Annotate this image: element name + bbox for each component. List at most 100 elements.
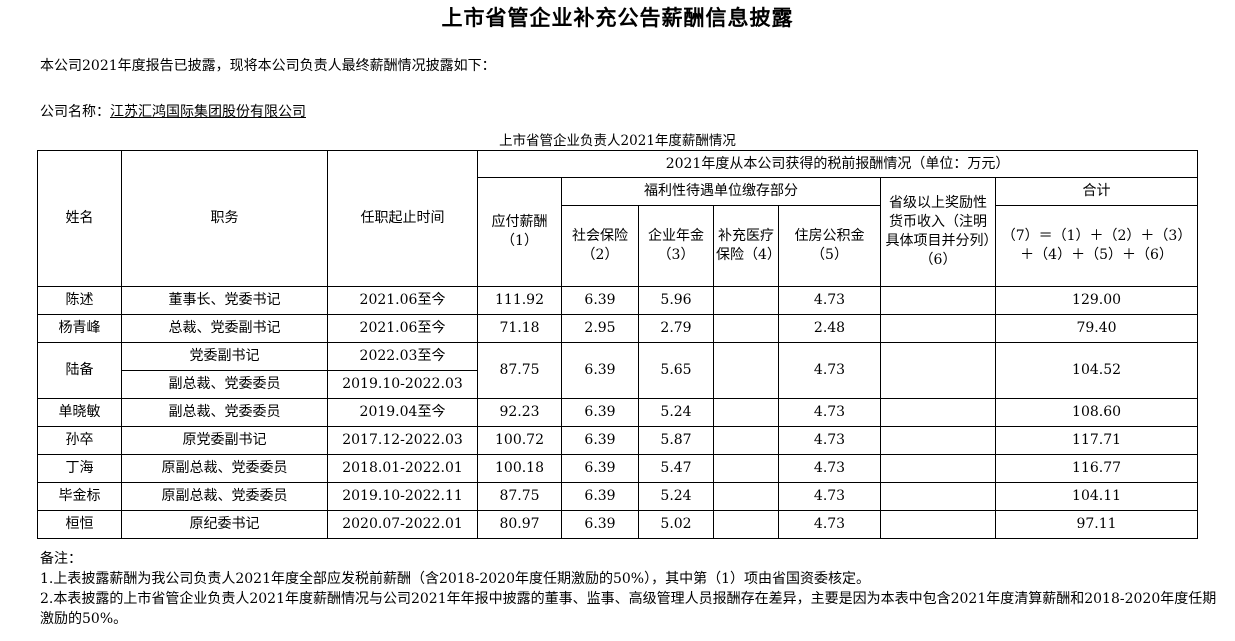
table-row: 毕金标 原副总裁、党委委员 2019.10-2022.11 87.75 6.39 5.24… <box>37 482 1199 511</box>
cell-annuity: 5.65 <box>638 342 714 399</box>
cell-position: 原副总裁、党委委员 <box>121 482 328 511</box>
cell-medical <box>713 510 779 539</box>
cell-position: 原党委副书记 <box>121 426 328 455</box>
cell-social: 6.39 <box>561 398 639 427</box>
header-term: 任职起止时间 <box>327 150 478 287</box>
cell-position: 董事长、党委书记 <box>121 286 328 315</box>
cell-award <box>880 286 996 315</box>
cell-housing: 4.73 <box>778 398 881 427</box>
cell-position: 原纪委书记 <box>121 510 328 539</box>
cell-medical <box>713 314 779 343</box>
cell-award <box>880 454 996 483</box>
cell-term: 2019.10-2022.11 <box>327 482 478 511</box>
cell-name: 杨青峰 <box>37 314 122 343</box>
table-row: 副总裁、党委委员 2019.10-2022.03 <box>38 370 1198 399</box>
cell-award <box>880 398 996 427</box>
cell-social: 6.39 <box>561 482 639 511</box>
cell-social: 6.39 <box>561 510 639 539</box>
cell-term: 2019.04至今 <box>327 398 478 427</box>
cell-award <box>880 426 996 455</box>
cell-position: 原副总裁、党委委员 <box>121 454 328 483</box>
cell-salary: 100.72 <box>477 426 562 455</box>
cell-medical <box>713 342 779 399</box>
table-row: 陆备 党委副书记 2022.03至今 87.75 6.39 5.65 4.73 104.52 <box>37 342 1199 399</box>
header-medical: 补充医疗保险（4） <box>713 205 779 287</box>
cell-salary: 100.18 <box>477 454 562 483</box>
cell-name: 桓恒 <box>37 510 122 539</box>
header-name: 姓名 <box>37 150 122 287</box>
cell-medical <box>713 482 779 511</box>
cell-annuity: 2.79 <box>638 314 714 343</box>
cell-medical <box>713 454 779 483</box>
cell-social: 6.39 <box>561 426 639 455</box>
cell-annuity: 5.24 <box>638 482 714 511</box>
cell-housing: 2.48 <box>778 314 881 343</box>
header-position: 职务 <box>121 150 328 287</box>
table-row: 丁海 原副总裁、党委委员 2018.01-2022.01 100.18 6.39 5.47… <box>37 454 1199 483</box>
cell-salary: 111.92 <box>477 286 562 315</box>
company-name: 江苏汇鸿国际集团股份有限公司 <box>110 104 306 120</box>
cell-term: 2019.10-2022.03 <box>327 370 478 399</box>
cell-salary: 87.75 <box>477 482 562 511</box>
page-title: 上市省管企业补充公告薪酬信息披露 <box>441 6 794 30</box>
cell-term: 2022.03至今 <box>327 342 478 371</box>
cell-award <box>880 314 996 343</box>
cell-name: 孙卒 <box>37 426 122 455</box>
cell-housing: 4.73 <box>778 454 881 483</box>
cell-social: 6.39 <box>561 454 639 483</box>
cell-salary: 80.97 <box>477 510 562 539</box>
cell-term: 2021.06至今 <box>327 314 478 343</box>
cell-salary: 92.23 <box>477 398 562 427</box>
table-row: 单晓敏 副总裁、党委委员 2019.04至今 92.23 6.39 5.24 4.73 108… <box>37 398 1199 427</box>
cell-annuity: 5.96 <box>638 286 714 315</box>
header-salary: 应付薪酬（1） <box>477 177 562 287</box>
cell-name: 毕金标 <box>37 482 122 511</box>
cell-name: 丁海 <box>37 454 122 483</box>
table-row: 陈述 董事长、党委书记 2021.06至今 111.92 6.39 5.96 4.73 129… <box>37 286 1199 315</box>
header-social: 社会保险（2） <box>561 205 639 287</box>
cell-housing: 4.73 <box>778 286 881 315</box>
header-annuity: 企业年金（3） <box>638 205 714 287</box>
cell-total: 79.40 <box>994 314 1199 343</box>
header-compensation-group: 2021年度从本公司获得的税前报酬情况（单位：万元） <box>476 150 1199 178</box>
table-row: 孙卒 原党委副书记 2017.12-2022.03 100.72 6.39 5.87 4.7… <box>37 426 1199 455</box>
note-item: 1.上表披露薪酬为我公司负责人2021年度全部应发税前薪酬（含2018-2020… <box>40 571 870 587</box>
cell-social: 6.39 <box>561 342 639 399</box>
cell-salary: 71.18 <box>477 314 562 343</box>
cell-social: 6.39 <box>561 286 639 315</box>
header-total-formula: （7）＝（1）＋（2）＋（3）＋（4）＋（5）＋（6） <box>994 205 1199 287</box>
note-item: 2.本表披露的上市省管企业负责人2021年度薪酬情况与公司2021年年报中披露的… <box>40 591 1217 627</box>
intro-text: 本公司2021年度报告已披露，现将本公司负责人最终薪酬情况披露如下： <box>40 58 496 74</box>
cell-housing: 4.73 <box>778 342 881 399</box>
cell-term: 2020.07-2022.01 <box>327 510 478 539</box>
cell-annuity: 5.24 <box>638 398 714 427</box>
cell-total: 116.77 <box>994 454 1199 483</box>
header-total: 合计 <box>994 177 1199 206</box>
cell-medical <box>713 286 779 315</box>
notes-section: 备注： 1.上表披露薪酬为我公司负责人2021年度全部应发税前薪酬（含2018-… <box>40 549 1220 629</box>
notes-label: 备注： <box>40 551 82 567</box>
header-award: 省级以上奖励性货币收入（注明具体项目并分列）（6） <box>880 177 996 287</box>
cell-term: 2017.12-2022.03 <box>327 426 478 455</box>
cell-term: 2021.06至今 <box>327 286 478 315</box>
header-welfare-group: 福利性待遇单位缴存部分 <box>561 177 881 206</box>
header-housing: 住房公积金（5） <box>778 205 881 287</box>
cell-name: 陆备 <box>37 342 122 399</box>
cell-medical <box>713 398 779 427</box>
cell-housing: 4.73 <box>778 510 881 539</box>
compensation-table: 姓名 职务 任职起止时间 2021年度从本公司获得的税前报酬情况（单位：万元） … <box>37 150 1199 539</box>
cell-social: 2.95 <box>561 314 639 343</box>
cell-total: 117.71 <box>994 426 1199 455</box>
cell-salary: 87.75 <box>477 342 562 399</box>
table-row: 杨青峰 总裁、党委副书记 2021.06至今 71.18 2.95 2.79 2.48 79.… <box>37 314 1199 343</box>
cell-total: 108.60 <box>994 398 1199 427</box>
cell-position: 副总裁、党委委员 <box>121 370 328 399</box>
cell-award <box>880 342 996 399</box>
cell-total: 129.00 <box>994 286 1199 315</box>
cell-total: 97.11 <box>994 510 1199 539</box>
table-caption: 上市省管企业负责人2021年度薪酬情况 <box>499 133 736 149</box>
cell-award <box>880 510 996 539</box>
cell-housing: 4.73 <box>778 426 881 455</box>
cell-annuity: 5.47 <box>638 454 714 483</box>
cell-award <box>880 482 996 511</box>
